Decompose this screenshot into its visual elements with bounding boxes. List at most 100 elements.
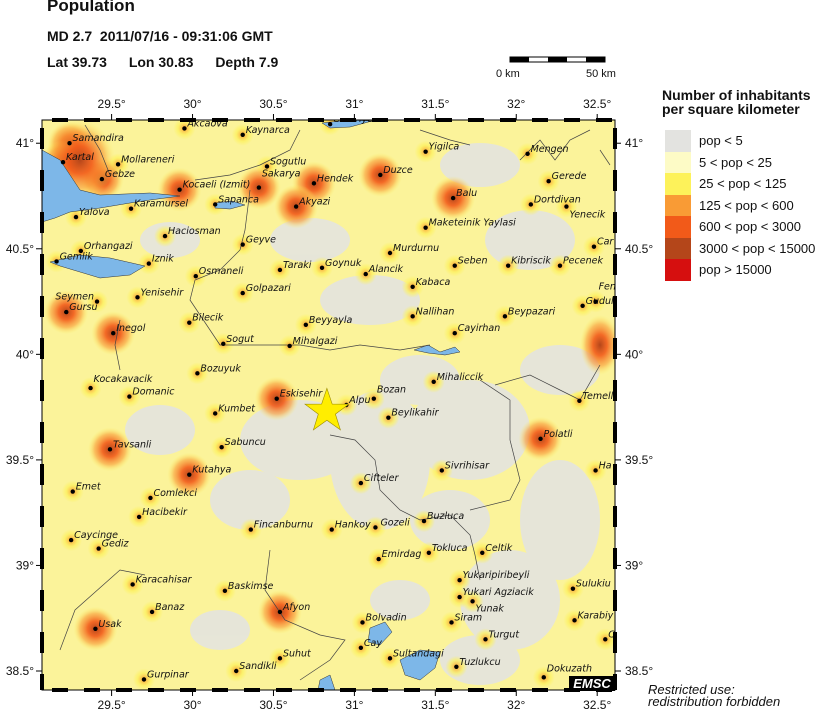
frame-bar	[40, 380, 44, 401]
city-dot	[149, 609, 155, 615]
legend-swatch	[665, 259, 691, 281]
frame-bar	[613, 590, 617, 611]
city-label: Afyon	[282, 602, 310, 613]
city-dot	[327, 122, 333, 127]
city-dot	[371, 396, 377, 401]
city-label: Fen	[599, 282, 616, 293]
city-dot	[94, 299, 100, 304]
city-label: Dokuzath	[547, 663, 592, 674]
city-dot	[127, 394, 132, 399]
city-label: Karabiy	[578, 610, 614, 621]
city-label: Kocaeli (Izmit)	[183, 180, 251, 191]
lat-tick-label-right: 40°	[625, 347, 643, 361]
legend-label: pop > 15000	[699, 262, 772, 278]
city-dot	[287, 343, 292, 349]
city-label: Alpu	[348, 395, 370, 406]
frame-bar	[212, 118, 228, 122]
city-label: Orhangazi	[84, 241, 133, 252]
frame-bar	[84, 118, 100, 122]
frame-bar	[613, 380, 617, 401]
city-label: Usak	[98, 619, 122, 630]
city-label: Yigilca	[429, 142, 460, 153]
magnitude: MD 2.7	[47, 28, 93, 44]
city-dot	[219, 445, 224, 450]
city-label: Caycinge	[74, 530, 118, 541]
lat-tick-label-left: 40°	[16, 347, 34, 361]
city-label: Cayirhan	[458, 323, 501, 334]
city-label: Gebze	[105, 169, 135, 180]
city-label: Samandira	[73, 133, 125, 144]
city-dot	[421, 518, 427, 524]
frame-bar	[40, 422, 44, 443]
legend-item: 25 < pop < 125	[665, 173, 815, 195]
legend-title-line2: per square kilometer	[662, 101, 800, 117]
city-label: Kartal	[66, 152, 94, 163]
event-location: Lat 39.73 Lon 30.83 Depth 7.9	[47, 54, 296, 70]
lat-tick-label-right: 38.5°	[625, 664, 653, 678]
frame-bar	[613, 548, 617, 569]
city-dot	[73, 214, 79, 220]
epicenter	[304, 387, 350, 431]
legend-swatch	[665, 237, 691, 259]
frame-bar	[40, 590, 44, 611]
city-label: Baskimse	[228, 581, 274, 592]
frame-bar	[40, 506, 44, 527]
lon-tick-label-bottom: 32°	[507, 698, 525, 712]
city-label: Alancik	[368, 264, 404, 275]
city-label: Sapanca	[218, 194, 259, 205]
legend-swatch	[665, 151, 691, 173]
frame-bar	[613, 170, 617, 191]
scale-end-label: 50 km	[586, 68, 616, 80]
city-label: C	[608, 629, 615, 640]
city-dot	[525, 151, 530, 156]
frame-bar	[532, 688, 548, 692]
city-dot	[423, 149, 428, 154]
event-info: MD 2.7 2011/07/16 - 09:31:06 GMT	[47, 28, 273, 44]
city-dot	[67, 141, 72, 146]
lon-tick-label-bottom: 31.5°	[421, 698, 449, 712]
city-label: Yukari Agziacik	[463, 587, 535, 598]
city-dot	[329, 527, 334, 532]
longitude: Lon 30.83	[128, 54, 194, 70]
scale-bar	[509, 56, 606, 63]
city-dot	[363, 271, 368, 277]
city-dot	[319, 265, 325, 270]
city-dot	[387, 250, 393, 256]
frame-bar	[40, 296, 44, 317]
city-markers: Samandira Kartal Mollareneri Gebze Akcaova Ka…	[54, 120, 616, 682]
city-dot	[577, 398, 582, 403]
city-dot	[593, 468, 598, 473]
city-label: Sulukiu	[576, 579, 611, 590]
water-bodies	[42, 120, 461, 690]
lon-tick-label-top: 30.5°	[259, 97, 287, 111]
frame-bar	[116, 688, 132, 692]
lon-tick-label-top: 32.5°	[583, 97, 611, 111]
city-dot	[564, 204, 569, 209]
frame-bar	[404, 118, 420, 122]
frame-bar	[40, 632, 44, 653]
city-label: Mollareneri	[121, 154, 175, 165]
city-label: Bozan	[377, 385, 406, 396]
city-dot	[187, 472, 192, 477]
city-label: Beylikahir	[391, 408, 439, 419]
city-dot	[248, 527, 254, 532]
city-dot	[107, 447, 113, 452]
frame-bar	[40, 548, 44, 569]
lat-tick-label-left: 40.5°	[6, 242, 34, 256]
city-dot	[115, 162, 121, 167]
legend-label: 25 < pop < 125	[699, 176, 787, 192]
city-dot	[593, 299, 598, 304]
city-dot	[141, 677, 147, 682]
lon-tick-label-top: 31.5°	[421, 97, 449, 111]
lat-tick-label-right: 40.5°	[625, 242, 653, 256]
city-dot	[528, 202, 534, 207]
city-dot	[64, 309, 69, 315]
city-dot	[483, 637, 488, 642]
city-label: Inegol	[116, 323, 146, 334]
city-label: Sandikli	[239, 661, 277, 672]
frame-bar	[532, 118, 548, 122]
city-dot	[148, 495, 153, 501]
frame-bar	[212, 688, 228, 692]
restricted-line2: redistribution forbidden	[648, 694, 781, 709]
